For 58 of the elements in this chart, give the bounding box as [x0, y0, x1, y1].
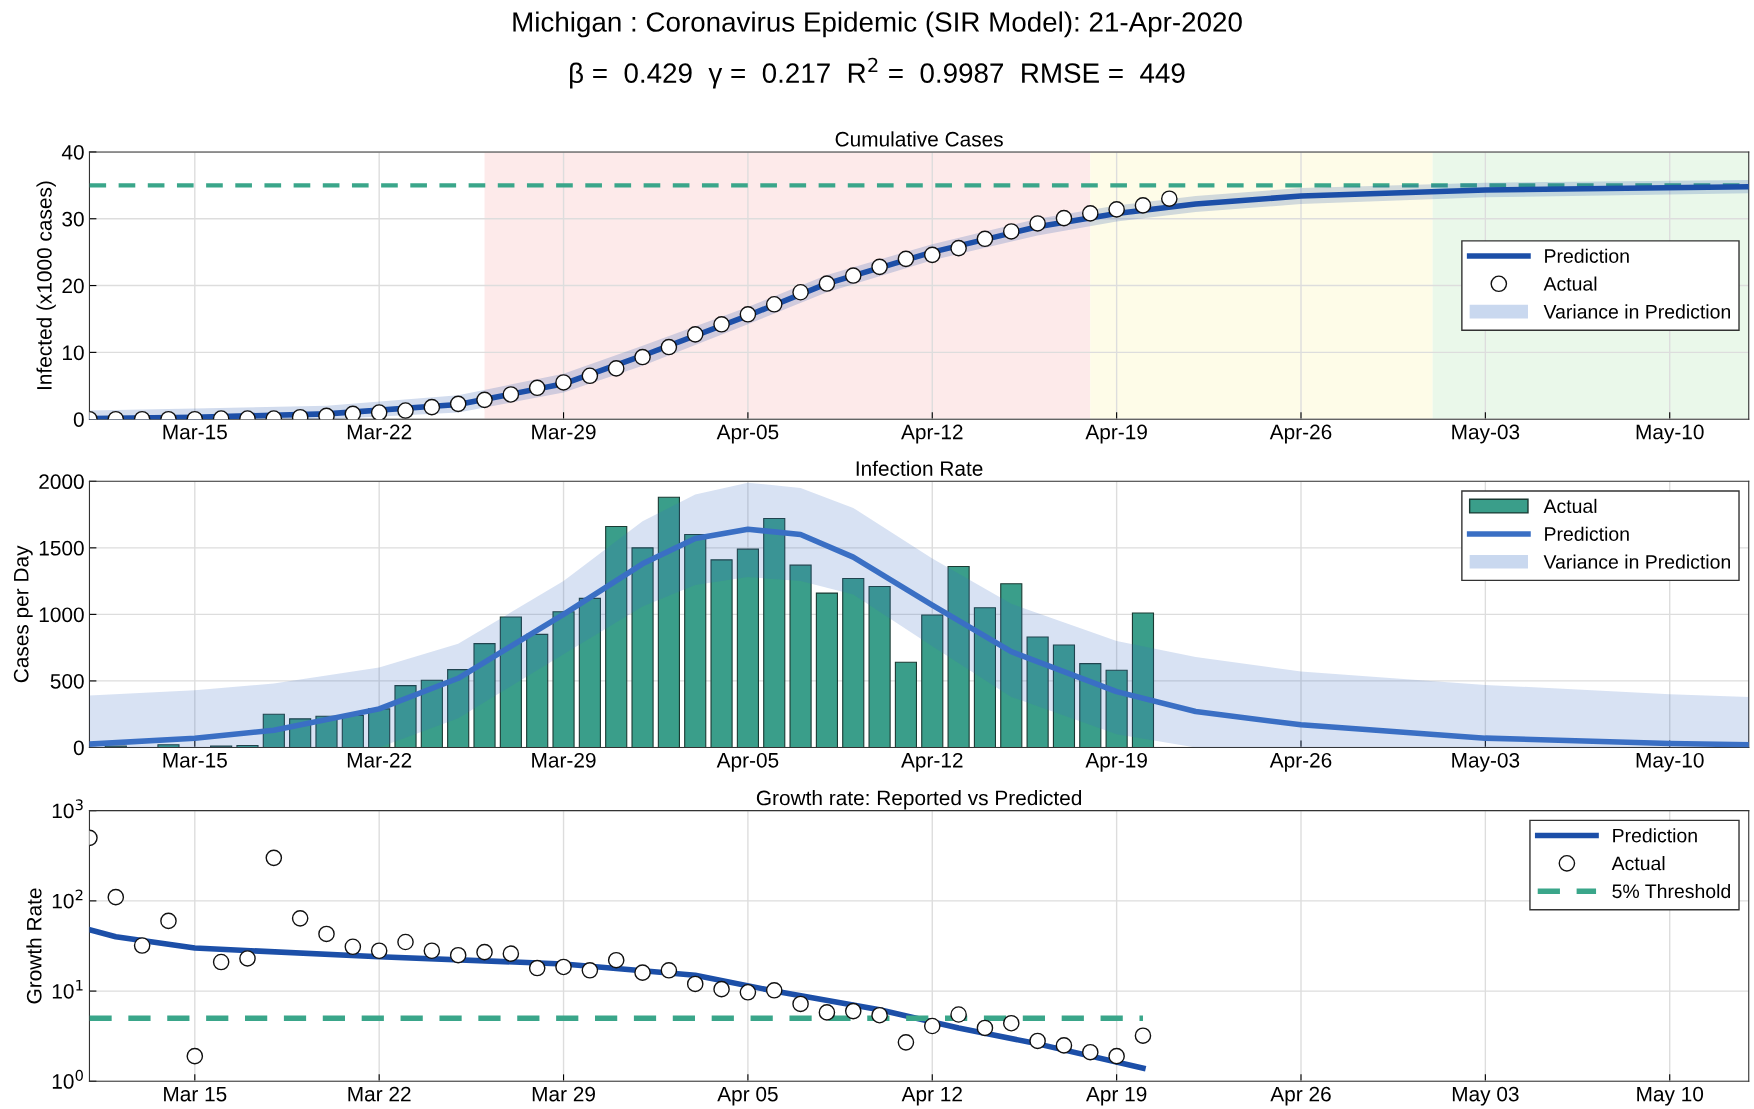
- y-tick-label: 40: [61, 144, 84, 160]
- x-tick-label: Mar-15: [163, 753, 227, 768]
- x-tick-label: Mar-15: [163, 424, 227, 440]
- legend-label: Prediction: [1613, 828, 1697, 843]
- y-tick-label: 1500: [39, 540, 84, 556]
- y-tick-label: 0: [73, 412, 84, 427]
- legend-label: 5% Threshold: [1612, 883, 1730, 899]
- legend-label: Prediction: [1545, 526, 1629, 541]
- y-tick-label: 10: [63, 345, 84, 361]
- text: Michigan : Coronavirus Epidemic (SIR Model): 21-Apr-2020: [513, 11, 1242, 38]
- x-tick-label: Apr-12: [901, 752, 963, 772]
- y-tick-label: 500: [50, 673, 84, 689]
- x-tick-label: Mar-22: [347, 424, 412, 440]
- legend-label: Prediction: [1545, 248, 1629, 263]
- y-axis-title: Growth Rate: [26, 888, 42, 1004]
- y-tick-label: 10$^{3}$: [52, 799, 83, 819]
- chart-title: Cumulative Cases: [835, 131, 1003, 147]
- x-tick-label: Apr 05: [717, 1086, 778, 1106]
- y-tick-label: 0: [73, 740, 84, 756]
- y-tick-label: 10$^{1}$: [52, 979, 83, 999]
- x-tick-label: Apr-19: [1085, 752, 1147, 772]
- x-tick-label: Mar-22: [347, 752, 412, 768]
- x-tick-label: Apr 12: [901, 1086, 962, 1106]
- x-tick-label: Apr-05: [716, 752, 779, 772]
- legend-label: Actual: [1543, 276, 1597, 291]
- legend-label: Variance in Prediction: [1543, 554, 1730, 569]
- x-tick-label: Apr-26: [1269, 752, 1332, 772]
- y-axis-title: Infected (x1000 cases): [36, 181, 56, 390]
- x-tick-label: Apr-05: [716, 424, 779, 444]
- legend-label: Actual: [1611, 856, 1665, 871]
- x-tick-label: Mar 15: [164, 1086, 227, 1102]
- y-tick-label: 1000: [39, 607, 84, 623]
- x-tick-label: Mar 22: [348, 1086, 411, 1102]
- x-tick-label: Apr 19: [1085, 1086, 1147, 1106]
- legend-label: Variance in Prediction: [1543, 304, 1730, 319]
- x-tick-label: May 03: [1452, 1086, 1519, 1106]
- x-tick-label: Mar 29: [532, 1086, 595, 1102]
- x-tick-label: May-10: [1636, 752, 1704, 772]
- text: β = 0.429 γ = 0.217 R$^{2}$ = 0.9987 RMSE = 449: [570, 57, 1185, 89]
- x-tick-label: Mar-29: [532, 424, 596, 440]
- x-tick-label: Apr 26: [1270, 1086, 1331, 1106]
- x-tick-label: May-10: [1636, 424, 1704, 444]
- x-tick-label: Apr-26: [1269, 424, 1332, 444]
- x-tick-label: May 10: [1637, 1086, 1704, 1106]
- chart-title: Growth rate: Reported vs Predicted: [756, 790, 1082, 810]
- y-tick-label: 2000: [39, 474, 84, 490]
- x-tick-label: Apr-12: [901, 424, 963, 444]
- x-tick-label: May-03: [1452, 424, 1520, 444]
- y-tick-label: 20: [62, 278, 84, 294]
- y-axis-title: Cases per Day: [13, 545, 33, 683]
- chart-title: Infection Rate: [856, 460, 983, 476]
- y-tick-label: 10$^{2}$: [52, 889, 83, 909]
- x-tick-label: Apr-19: [1085, 424, 1147, 444]
- y-tick-label: 30: [62, 211, 84, 227]
- y-tick-label: 10$^{0}$: [52, 1069, 83, 1089]
- x-tick-label: May-03: [1452, 752, 1520, 772]
- legend-label: Actual: [1543, 498, 1597, 514]
- x-tick-label: Mar-29: [532, 752, 596, 768]
